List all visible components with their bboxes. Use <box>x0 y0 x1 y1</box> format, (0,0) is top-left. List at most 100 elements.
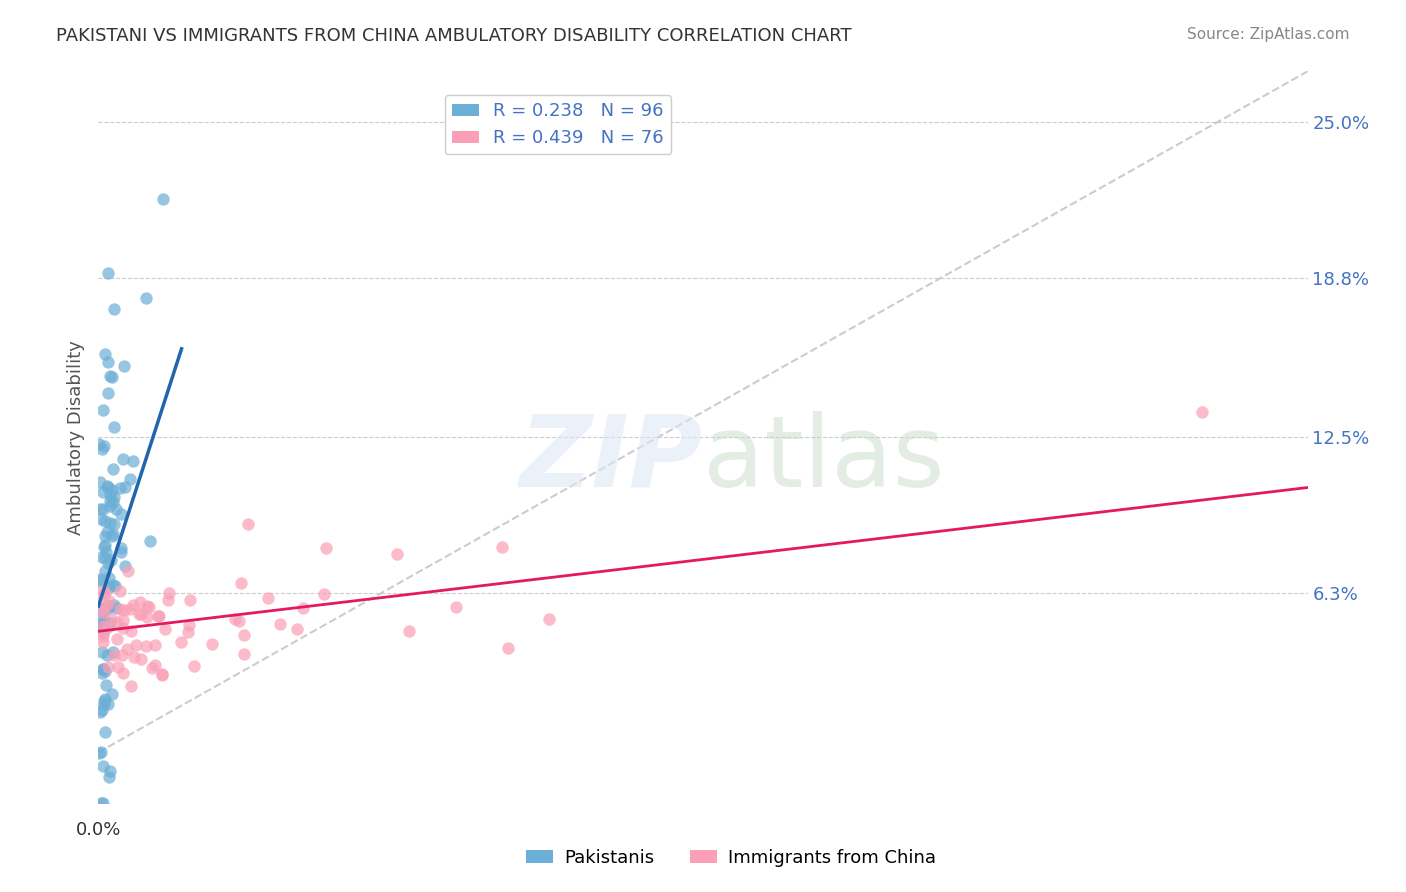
Point <box>93 403 115 417</box>
Point <box>537 612 560 626</box>
Y-axis label: Ambulatory Disability: Ambulatory Disability <box>66 340 84 534</box>
Point <box>104 502 127 516</box>
Point <box>110 601 132 615</box>
Point <box>108 481 131 495</box>
Point <box>91 629 114 643</box>
Point <box>91 501 114 516</box>
Point <box>129 607 152 621</box>
Point <box>150 668 173 682</box>
Point <box>98 599 121 614</box>
Point <box>93 439 115 453</box>
Point <box>176 624 198 639</box>
Point <box>98 764 121 778</box>
Point <box>103 301 125 316</box>
Point <box>138 533 160 548</box>
Point <box>179 592 201 607</box>
Point <box>256 591 278 606</box>
Point <box>93 694 115 708</box>
Point <box>129 652 152 666</box>
Point <box>496 641 519 656</box>
Point <box>89 746 111 760</box>
Point <box>91 605 114 619</box>
Point <box>122 649 145 664</box>
Point <box>91 662 114 676</box>
Point <box>104 578 127 592</box>
Point <box>98 368 121 383</box>
Point <box>228 614 250 628</box>
Point <box>110 545 132 559</box>
Point <box>101 462 124 476</box>
Point <box>1191 405 1213 419</box>
Point <box>107 660 129 674</box>
Point <box>118 602 141 616</box>
Point <box>90 745 112 759</box>
Point <box>105 632 128 646</box>
Point <box>491 540 513 554</box>
Point <box>232 627 254 641</box>
Point <box>91 588 114 602</box>
Point <box>97 556 120 570</box>
Point <box>93 540 115 554</box>
Point <box>112 603 135 617</box>
Point <box>125 638 148 652</box>
Point <box>120 624 142 639</box>
Point <box>98 500 121 514</box>
Point <box>112 620 135 634</box>
Point <box>98 615 121 630</box>
Point <box>94 514 117 528</box>
Point <box>128 594 150 608</box>
Point <box>96 545 118 559</box>
Point <box>97 660 120 674</box>
Point <box>114 480 136 494</box>
Point <box>224 612 246 626</box>
Point <box>91 485 114 500</box>
Point <box>96 620 118 634</box>
Point <box>103 648 125 662</box>
Point <box>101 688 124 702</box>
Point <box>94 585 117 599</box>
Point <box>312 587 335 601</box>
Point <box>104 600 127 615</box>
Point <box>105 615 128 629</box>
Point <box>157 586 180 600</box>
Point <box>143 657 166 672</box>
Point <box>232 647 254 661</box>
Point <box>90 512 112 526</box>
Point <box>128 607 150 621</box>
Point <box>101 526 124 541</box>
Point <box>97 480 120 494</box>
Point <box>229 576 252 591</box>
Point <box>103 420 125 434</box>
Point <box>135 291 157 305</box>
Point <box>96 678 118 692</box>
Point <box>91 796 114 810</box>
Point <box>97 770 120 784</box>
Point <box>89 502 111 516</box>
Point <box>97 354 120 368</box>
Point <box>101 495 124 509</box>
Point <box>111 613 134 627</box>
Point <box>90 665 112 680</box>
Point <box>90 796 112 810</box>
Point <box>121 598 143 612</box>
Point <box>93 614 115 628</box>
Point <box>96 478 118 492</box>
Legend: R = 0.238   N = 96, R = 0.439   N = 76: R = 0.238 N = 96, R = 0.439 N = 76 <box>444 95 671 154</box>
Point <box>98 580 121 594</box>
Point <box>94 664 117 678</box>
Point <box>87 437 110 451</box>
Text: Source: ZipAtlas.com: Source: ZipAtlas.com <box>1187 27 1350 42</box>
Text: atlas: atlas <box>703 410 945 508</box>
Point <box>120 679 142 693</box>
Point <box>100 612 122 626</box>
Point <box>89 475 111 489</box>
Point <box>100 493 122 508</box>
Point <box>98 516 121 530</box>
Point <box>135 639 157 653</box>
Point <box>103 598 125 612</box>
Point <box>135 610 157 624</box>
Point <box>91 702 114 716</box>
Point <box>93 564 115 578</box>
Point <box>183 659 205 673</box>
Point <box>110 508 132 522</box>
